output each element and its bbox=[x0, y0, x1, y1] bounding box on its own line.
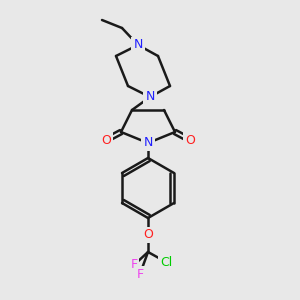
Text: O: O bbox=[143, 229, 153, 242]
Text: F: F bbox=[136, 268, 144, 281]
Text: N: N bbox=[143, 136, 153, 149]
Text: N: N bbox=[145, 91, 155, 103]
Text: O: O bbox=[185, 134, 195, 146]
Text: N: N bbox=[133, 38, 143, 52]
Text: O: O bbox=[101, 134, 111, 146]
Text: Cl: Cl bbox=[160, 256, 172, 268]
Text: F: F bbox=[130, 259, 138, 272]
